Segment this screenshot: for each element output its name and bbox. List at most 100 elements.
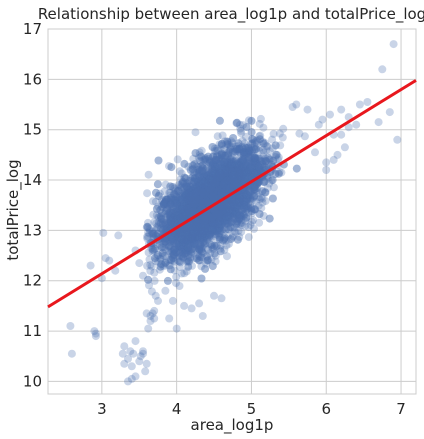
data-point [225,166,234,174]
data-point [226,164,235,173]
data-point [217,174,225,183]
data-point [163,276,172,285]
data-point [231,206,240,215]
data-point [190,186,199,195]
data-point [175,198,184,207]
data-point [223,166,231,175]
data-point [185,193,194,202]
data-point [197,227,206,236]
data-point [208,143,217,151]
data-point [210,185,219,194]
data-point [178,179,187,188]
data-point [186,191,195,200]
data-point [181,212,190,221]
data-point [175,257,184,266]
data-point [197,197,206,206]
data-point [187,233,196,242]
data-point [182,207,191,216]
data-point [217,151,226,160]
data-point [154,192,163,200]
data-point [203,189,212,198]
data-point [198,200,207,208]
data-point [176,195,185,204]
data-point [223,173,231,182]
data-point [183,189,192,197]
data-point [185,222,194,230]
data-point [188,225,197,234]
data-point [230,170,239,179]
data-point [252,159,261,168]
data-point [223,158,231,167]
data-point [216,159,225,168]
data-point [202,191,211,200]
data-point [210,218,219,227]
data-point [232,145,241,154]
data-point [218,219,227,228]
data-point [232,165,241,174]
data-point [197,189,206,198]
data-point [242,123,251,132]
data-point [200,220,209,229]
data-point [199,177,208,186]
data-point [254,201,263,210]
data-point [120,342,129,351]
data-point [205,197,214,206]
data-point [175,239,184,248]
data-point [219,180,228,189]
data-point [192,178,201,187]
data-point [208,183,217,192]
data-point [231,174,240,183]
data-point [393,135,402,144]
data-point [206,213,214,222]
data-point [194,189,203,198]
data-point [230,171,239,180]
data-point [204,179,213,188]
data-point [193,233,202,242]
data-point [195,243,204,252]
data-point [261,139,270,148]
data-point [197,152,206,161]
data-point [231,167,240,176]
data-point [236,211,245,220]
data-point [224,183,233,191]
data-point [192,236,201,245]
data-point [180,205,189,214]
data-point [253,167,261,176]
data-point [144,248,153,257]
data-point [212,174,221,183]
data-point [203,171,212,180]
data-point [186,194,195,203]
data-point [214,189,223,198]
data-point [161,199,170,208]
data-point [186,228,194,237]
data-point [215,172,223,181]
data-point [246,187,255,195]
data-point [213,182,222,190]
data-point [210,208,219,217]
data-point [185,202,194,211]
data-point [222,151,231,160]
data-point [218,202,227,211]
data-point [194,204,202,212]
data-point [217,188,226,197]
data-point [204,189,213,198]
data-point [167,256,176,265]
data-point [208,262,217,271]
data-point [227,174,236,183]
data-point [205,187,214,195]
data-point [208,195,216,204]
data-point [249,185,258,194]
data-point [225,171,234,180]
data-point [202,224,211,233]
data-point [220,217,229,226]
data-point [237,194,246,203]
data-point [191,207,199,216]
data-point [261,157,270,166]
data-point [242,213,251,221]
data-point [197,247,206,256]
data-point [227,210,236,218]
data-point [243,162,252,171]
data-point [177,235,186,244]
data-point [195,187,204,196]
data-point [191,174,199,183]
